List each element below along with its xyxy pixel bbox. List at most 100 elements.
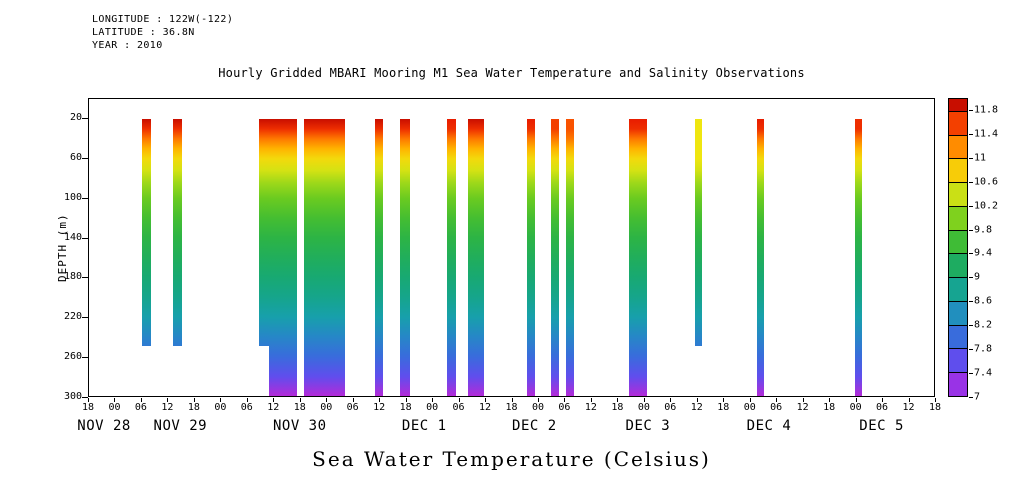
y-tick-mark	[82, 277, 88, 279]
colorbar-tick-mark	[969, 181, 973, 183]
y-tick-mark	[82, 197, 88, 199]
y-tick-label: 60	[69, 151, 82, 163]
temperature-stripe	[756, 118, 765, 396]
y-tick-label: 100	[63, 191, 82, 203]
x-date-label: NOV 30	[272, 418, 327, 434]
y-tick-mark	[82, 397, 88, 398]
x-tick-label: 12	[479, 402, 492, 413]
colorbar-tick-mark	[969, 133, 973, 135]
x-tick-label: 18	[399, 402, 412, 413]
x-tick-mark	[829, 398, 831, 402]
x-tick-label: 18	[928, 402, 942, 413]
colorbar-tick-label: 9	[974, 271, 981, 283]
temperature-stripe	[565, 118, 575, 396]
colorbar-tick-label: 7.8	[974, 343, 993, 355]
x-tick-mark	[220, 398, 222, 402]
temperature-stripe	[447, 118, 456, 396]
x-tick-mark	[696, 398, 698, 402]
temperature-stripe	[268, 118, 297, 396]
x-tick-mark	[749, 398, 751, 402]
temperature-stripe	[304, 118, 346, 396]
colorbar-tick-label: 10.6	[974, 176, 999, 188]
x-tick-mark	[537, 398, 539, 402]
x-tick-label: 18	[81, 402, 95, 413]
longitude-label: LONGITUDE : 122W(-122)	[92, 14, 234, 25]
x-tick-label: 06	[558, 402, 571, 413]
x-date-label: DEC 1	[401, 418, 447, 434]
x-tick-mark	[485, 398, 487, 402]
x-date-label: DEC 5	[859, 418, 904, 434]
temperature-stripe	[526, 118, 536, 396]
y-tick-mark	[82, 317, 88, 319]
colorbar-tick-mark	[969, 349, 973, 351]
x-tick-label: 18	[293, 402, 306, 413]
colorbar-tick-mark	[969, 397, 973, 398]
colorbar-segment	[949, 348, 967, 373]
temperature-stripe	[694, 118, 702, 347]
y-tick-mark	[82, 357, 88, 359]
plot-area	[88, 98, 935, 397]
x-tick-mark	[935, 398, 936, 402]
colorbar-tick-label: 9.4	[974, 247, 993, 259]
colorbar-segment	[949, 229, 967, 254]
x-tick-label: 06	[452, 402, 465, 413]
x-tick-mark	[643, 398, 645, 402]
x-tick-mark	[273, 398, 275, 402]
y-tick-label: 300	[63, 391, 82, 402]
colorbar-tick-mark	[969, 253, 973, 255]
x-tick-mark	[882, 398, 884, 402]
colorbar-segment	[949, 253, 967, 278]
colorbar-tick-label: 7	[974, 391, 981, 403]
x-tick-label: 06	[346, 402, 359, 413]
y-tick-mark	[82, 157, 88, 159]
x-tick-label: 12	[690, 402, 703, 413]
x-tick-label: 00	[426, 402, 439, 413]
colorbar-segment	[949, 182, 967, 206]
x-tick-label: 06	[770, 402, 783, 413]
colorbar-segment	[949, 99, 967, 111]
colorbar-tick-mark	[969, 109, 973, 111]
colorbar-segment	[949, 110, 967, 135]
x-tick-mark	[167, 398, 169, 402]
colorbar-tick-label: 9.8	[974, 224, 993, 236]
colorbar-tick-label: 8.2	[974, 319, 993, 331]
colorbar-tick-label: 11.4	[974, 128, 999, 140]
temperature-stripe	[551, 118, 559, 396]
temperature-stripe	[399, 118, 411, 396]
colorbar	[948, 98, 968, 397]
x-tick-label: 12	[373, 402, 386, 413]
y-tick-label: 180	[63, 271, 82, 283]
colorbar-tick-mark	[969, 205, 973, 207]
colorbar-tick-mark	[969, 325, 973, 327]
x-tick-label: 00	[214, 402, 227, 413]
colorbar-tick-label: 8.6	[974, 295, 993, 307]
x-tick-label: 06	[664, 402, 677, 413]
x-tick-mark	[802, 398, 804, 402]
x-tick-mark	[193, 398, 195, 402]
x-tick-mark	[458, 398, 460, 402]
y-tick-mark	[82, 237, 88, 239]
latitude-label: LATITUDE : 36.8N	[92, 27, 195, 38]
x-tick-mark	[326, 398, 328, 402]
y-tick-label: 20	[69, 111, 82, 123]
x-tick-label: 12	[161, 402, 174, 413]
colorbar-tick-mark	[969, 277, 973, 279]
x-tick-label: 12	[267, 402, 280, 413]
x-date-label: DEC 4	[746, 418, 792, 434]
x-axis-title: Sea Water Temperature (Celsius)	[312, 447, 711, 471]
x-tick-label: 00	[531, 402, 544, 413]
y-tick-label: 140	[63, 231, 82, 243]
x-tick-mark	[590, 398, 592, 402]
x-tick-label: 00	[108, 402, 121, 413]
colorbar-tick-label: 11.8	[974, 104, 999, 116]
x-tick-mark	[432, 398, 434, 402]
x-tick-label: 00	[849, 402, 862, 413]
x-tick-mark	[908, 398, 910, 402]
x-tick-mark	[723, 398, 725, 402]
temperature-stripe	[628, 118, 647, 396]
x-tick-mark	[511, 398, 513, 402]
x-tick-mark	[140, 398, 142, 402]
x-tick-mark	[670, 398, 672, 402]
x-tick-mark	[617, 398, 619, 402]
x-tick-mark	[88, 398, 89, 402]
